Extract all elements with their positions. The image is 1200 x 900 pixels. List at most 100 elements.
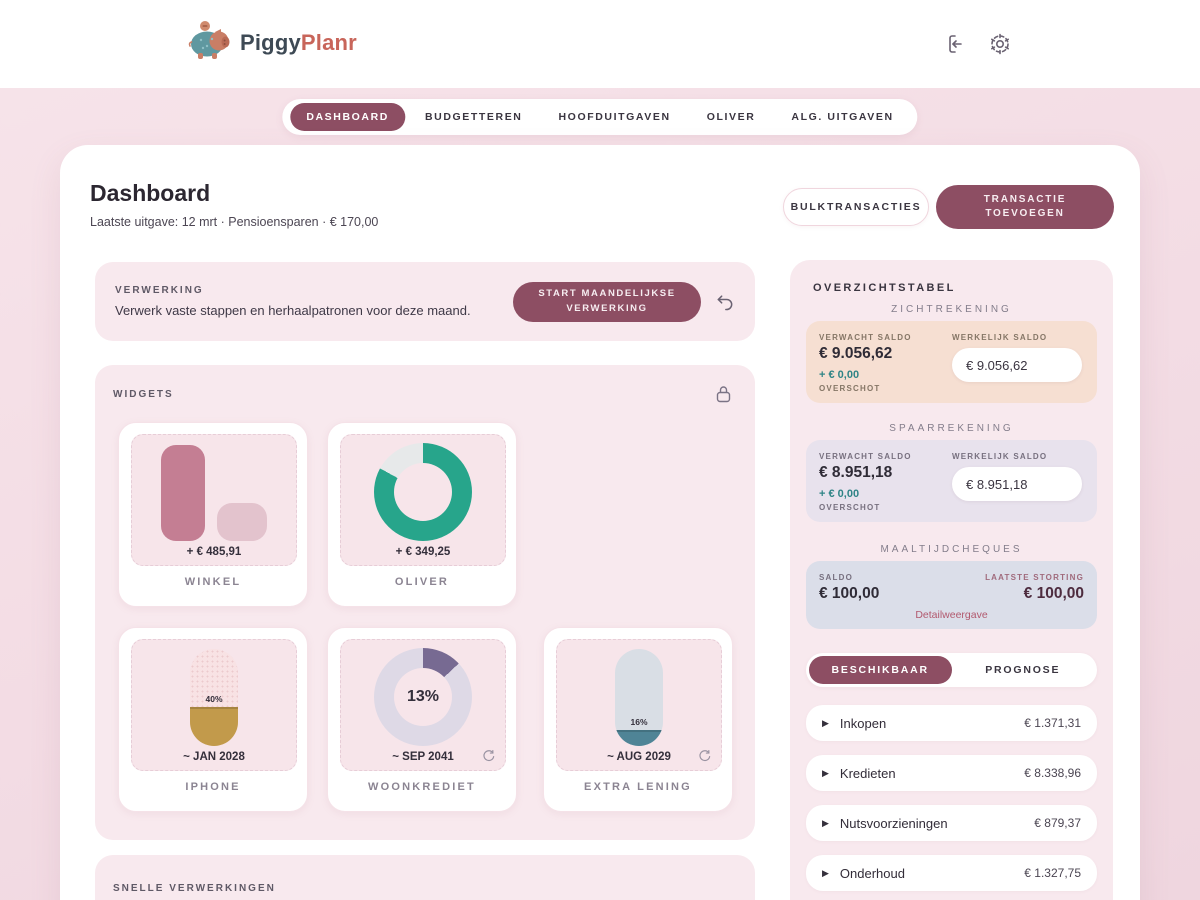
dashboard-card: Dashboard Laatste uitgave: 12 mrt · Pens… [60, 145, 1140, 900]
lock-icon[interactable] [716, 385, 731, 403]
app-header: PiggyPlanr [0, 0, 1200, 88]
winkel-bar-chart: + € 485,91 [131, 434, 297, 566]
winkel-bar-small [217, 502, 267, 541]
widget-iphone[interactable]: 40% ~ JAN 2028 IPHONE [118, 627, 308, 812]
widgets-label: WIDGETS [113, 389, 174, 400]
widget-name-winkel: WINKEL [184, 576, 242, 588]
woonkrediet-percent-label: 13% [406, 688, 440, 705]
section-spaarrekening: SPAARREKENING [889, 423, 1014, 434]
start-monthly-processing-button[interactable]: START MAANDELIJKSE VERWERKING [513, 281, 701, 322]
category-label: Inkopen [839, 715, 887, 731]
iphone-date: ~ JAN 2028 [183, 751, 245, 763]
category-row-kredieten[interactable]: ▶ Kredieten € 8.338,96 [806, 755, 1097, 791]
tab-oliver[interactable]: OLIVER [706, 111, 756, 123]
winkel-bar-large [161, 445, 205, 541]
toggle-prognose[interactable]: PROGNOSE [985, 664, 1061, 676]
piggyplanr-logo-icon [188, 20, 232, 65]
oliver-donut-chart: + € 349,25 [340, 434, 506, 566]
verwerking-panel: VERWERKING Verwerk vaste stappen en herh… [95, 262, 755, 341]
widgets-panel: WIDGETS + € 485,91 WINKEL + € 349,25 [95, 365, 755, 840]
page-title: Dashboard [90, 180, 211, 206]
add-transaction-line1: TRANSACTIE [983, 193, 1067, 205]
iphone-percent-label: 40% [205, 694, 223, 705]
widget-extra-lening[interactable]: 16% ~ AUG 2029 EXTRA LENING [543, 627, 733, 812]
extra-lening-date: ~ AUG 2029 [607, 751, 671, 763]
expected-balance-value: € 8.951,18 [819, 464, 893, 481]
category-row-onderhoud[interactable]: ▶ Onderhoud € 1.327,75 [806, 855, 1097, 891]
category-amount: € 879,37 [1034, 816, 1081, 830]
last-expense-subtitle: Laatste uitgave: 12 mrt · Pensioensparen… [90, 215, 379, 229]
category-label: Nutsvoorzieningen [839, 815, 948, 831]
widget-name-iphone: IPHONE [185, 781, 241, 793]
category-amount: € 1.371,31 [1024, 716, 1081, 730]
overview-panel: OVERZICHTSTABEL ZICHTREKENING VERWACHT S… [790, 260, 1113, 900]
widget-woonkrediet[interactable]: 13% ~ SEP 2041 WOONKREDIET [327, 627, 517, 812]
iphone-progress-chart: 40% ~ JAN 2028 [131, 639, 297, 771]
tab-dashboard[interactable]: DASHBOARD [290, 103, 405, 131]
surplus-label: OVERSCHOT [819, 503, 881, 512]
overview-label: OVERZICHTSTABEL [813, 282, 956, 294]
category-label: Onderhoud [839, 865, 905, 881]
app-title: PiggyPlanr [240, 29, 357, 55]
saldo-label: SALDO [819, 573, 853, 582]
chevron-right-icon: ▶ [822, 767, 829, 778]
beschikbaar-prognose-toggle: BESCHIKBAAR PROGNOSE [806, 653, 1097, 687]
spaarrekening-card: VERWACHT SALDO € 8.951,18 + € 0,00 OVERS… [806, 440, 1097, 522]
zichtrekening-card: VERWACHT SALDO € 9.056,62 + € 0,00 OVERS… [806, 321, 1097, 403]
zichtrekening-actual-input[interactable] [952, 348, 1082, 382]
oliver-value: + € 349,25 [395, 546, 451, 558]
surplus-amount: + € 0,00 [819, 369, 860, 381]
tab-hoofduitgaven[interactable]: HOOFDUITGAVEN [558, 111, 671, 123]
widget-name-oliver: OLIVER [394, 576, 450, 588]
expected-balance-value: € 9.056,62 [819, 345, 893, 362]
category-row-nutsvoorzieningen[interactable]: ▶ Nutsvoorzieningen € 879,37 [806, 805, 1097, 841]
bulk-transactions-button[interactable]: BULKTRANSACTIES [783, 188, 929, 226]
detailweergave-link[interactable]: Detailweergave [915, 609, 988, 621]
actual-balance-label: WERKELIJK SALDO [952, 452, 1048, 461]
widget-name-extra-lening: EXTRA LENING [584, 781, 692, 793]
widget-name-woonkrediet: WOONKREDIET [368, 781, 476, 793]
surplus-amount: + € 0,00 [819, 488, 860, 500]
refresh-icon[interactable] [698, 749, 711, 762]
extra-lening-fill [615, 730, 663, 746]
category-label: Kredieten [839, 765, 896, 781]
toggle-beschikbaar[interactable]: BESCHIKBAAR [809, 656, 952, 684]
section-zichtrekening: ZICHTREKENING [891, 304, 1012, 315]
category-amount: € 8.338,96 [1024, 766, 1081, 780]
chevron-right-icon: ▶ [822, 817, 829, 828]
snelle-verwerkingen-panel: SNELLE VERWERKINGEN [95, 855, 755, 900]
winkel-value: + € 485,91 [186, 546, 242, 558]
logout-icon[interactable] [941, 32, 965, 56]
add-transaction-button[interactable]: TRANSACTIE TOEVOEGEN [936, 185, 1114, 229]
verwerking-label: VERWERKING [115, 285, 204, 296]
category-row-inkopen[interactable]: ▶ Inkopen € 1.371,31 [806, 705, 1097, 741]
maaltijdcheques-card: SALDO € 100,00 LAATSTE STORTING € 100,00… [806, 561, 1097, 629]
app-logo: PiggyPlanr [188, 20, 357, 65]
surplus-label: OVERSCHOT [819, 384, 881, 393]
extra-lening-capsule: 16% [615, 649, 663, 746]
expected-balance-label: VERWACHT SALDO [819, 333, 912, 342]
add-transaction-line2: TOEVOEGEN [985, 208, 1065, 219]
undo-icon[interactable] [715, 292, 735, 312]
widget-winkel[interactable]: + € 485,91 WINKEL [118, 422, 308, 607]
extra-lening-progress-chart: 16% ~ AUG 2029 [556, 639, 722, 771]
widget-oliver[interactable]: + € 349,25 OLIVER [327, 422, 517, 607]
woonkrediet-date: ~ SEP 2041 [392, 751, 454, 763]
verwerking-description: Verwerk vaste stappen en herhaalpatronen… [115, 303, 471, 318]
settings-gear-icon[interactable] [988, 32, 1012, 56]
expected-balance-label: VERWACHT SALDO [819, 452, 912, 461]
woonkrediet-donut: 13% [374, 648, 472, 746]
main-nav: DASHBOARD BUDGETTEREN HOOFDUITGAVEN OLIV… [282, 99, 918, 135]
snelle-verwerkingen-label: SNELLE VERWERKINGEN [113, 883, 276, 894]
section-maaltijdcheques: MAALTIJDCHEQUES [880, 544, 1023, 555]
chevron-right-icon: ▶ [822, 717, 829, 728]
spaarrekening-actual-input[interactable] [952, 467, 1082, 501]
refresh-icon[interactable] [482, 749, 495, 762]
saldo-value: € 100,00 [819, 585, 880, 602]
iphone-fill [190, 707, 238, 746]
tab-budgetteren[interactable]: BUDGETTEREN [424, 111, 523, 123]
actual-balance-label: WERKELIJK SALDO [952, 333, 1048, 342]
extra-lening-percent-label: 16% [630, 717, 648, 728]
tab-alg-uitgaven[interactable]: ALG. UITGAVEN [791, 111, 894, 123]
laatste-storting-value: € 100,00 [1023, 585, 1084, 602]
